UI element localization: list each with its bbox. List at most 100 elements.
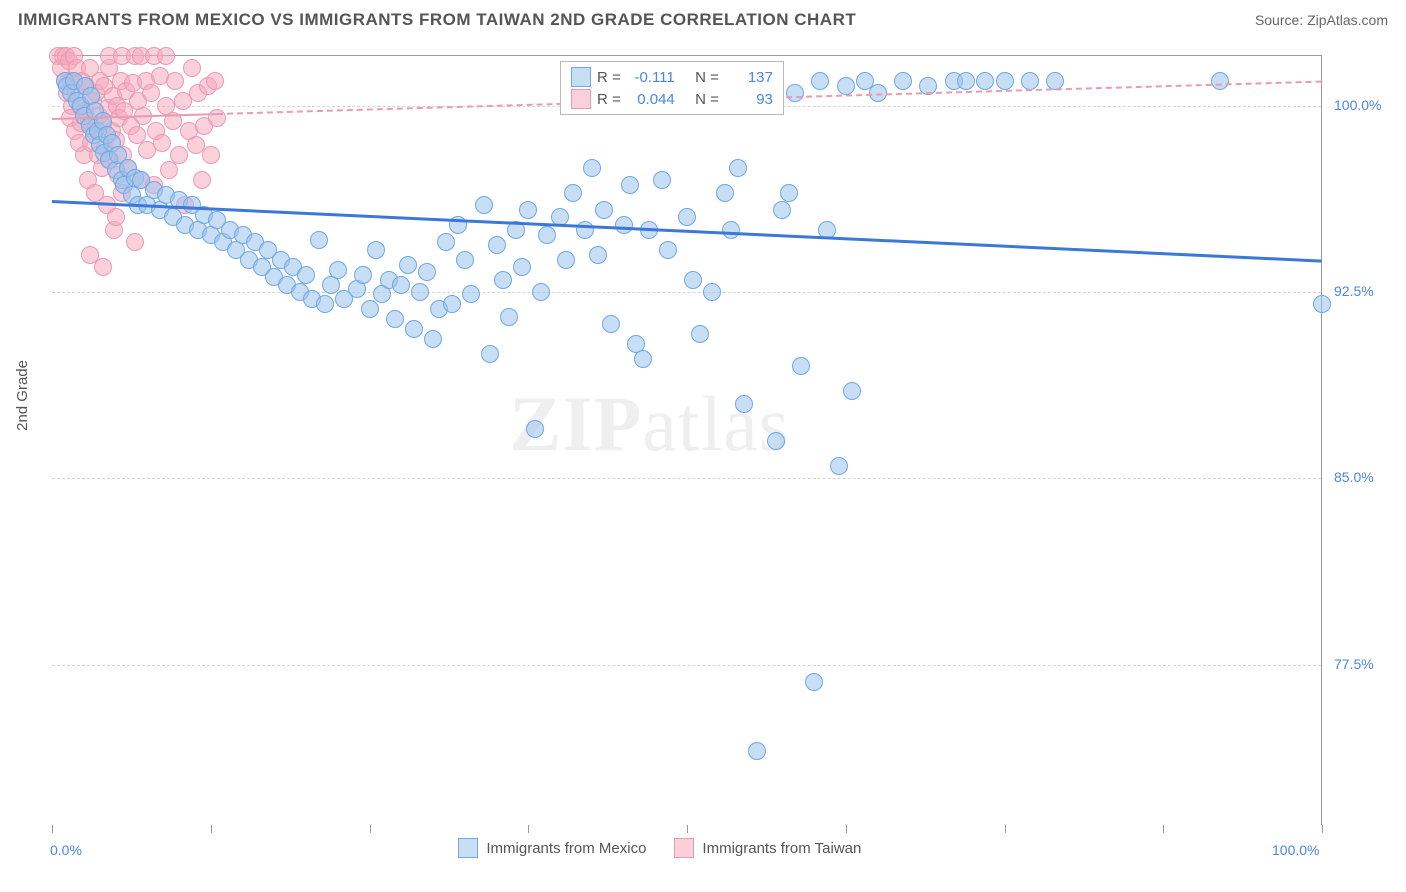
mexico-point xyxy=(684,271,702,289)
taiwan-point xyxy=(107,208,125,226)
mexico-point xyxy=(519,201,537,219)
mexico-point xyxy=(526,420,544,438)
mexico-swatch xyxy=(571,67,591,87)
mexico-point xyxy=(329,261,347,279)
mexico-point xyxy=(462,285,480,303)
chart-title: IMMIGRANTS FROM MEXICO VS IMMIGRANTS FRO… xyxy=(18,10,856,30)
taiwan-point xyxy=(126,233,144,251)
mexico-point xyxy=(996,72,1014,90)
legend-label: Immigrants from Taiwan xyxy=(702,840,861,857)
mexico-point xyxy=(481,345,499,363)
mexico-point xyxy=(456,251,474,269)
mexico-point xyxy=(830,457,848,475)
mexico-point xyxy=(494,271,512,289)
watermark: ZIPatlas xyxy=(509,379,790,469)
mexico-point xyxy=(354,266,372,284)
mexico-point xyxy=(1046,72,1064,90)
x-tick xyxy=(1005,825,1006,833)
y-tick-label: 85.0% xyxy=(1334,469,1374,485)
chart-source: Source: ZipAtlas.com xyxy=(1255,12,1388,28)
stats-row-mexico: R =-0.111 N =137 xyxy=(571,66,773,88)
mexico-point xyxy=(735,395,753,413)
stats-row-taiwan: R =0.044 N =93 xyxy=(571,88,773,110)
taiwan-point xyxy=(208,109,226,127)
taiwan-point xyxy=(183,59,201,77)
mexico-point xyxy=(399,256,417,274)
mexico-point xyxy=(976,72,994,90)
mexico-point xyxy=(1313,295,1331,313)
x-tick-label: 100.0% xyxy=(1272,842,1319,858)
legend-item-taiwan: Immigrants from Taiwan xyxy=(674,838,861,858)
mexico-point xyxy=(310,231,328,249)
mexico-point xyxy=(722,221,740,239)
r-label: R = xyxy=(597,91,621,108)
mexico-point xyxy=(488,236,506,254)
taiwan-point xyxy=(153,134,171,152)
series-legend: Immigrants from Mexico Immigrants from Ta… xyxy=(458,838,861,858)
mexico-point xyxy=(532,283,550,301)
mexico-point xyxy=(659,241,677,259)
mexico-point xyxy=(500,308,518,326)
x-tick xyxy=(211,825,212,833)
gridline xyxy=(52,478,1321,479)
mexico-point xyxy=(513,258,531,276)
mexico-point xyxy=(678,208,696,226)
r-value: 0.044 xyxy=(627,91,675,108)
taiwan-point xyxy=(206,72,224,90)
x-tick xyxy=(370,825,371,833)
mexico-point xyxy=(615,216,633,234)
mexico-point xyxy=(1021,72,1039,90)
mexico-point xyxy=(837,77,855,95)
mexico-point xyxy=(589,246,607,264)
mexico-point xyxy=(538,226,556,244)
x-tick xyxy=(52,825,53,833)
n-value: 137 xyxy=(725,69,773,86)
x-tick-label: 0.0% xyxy=(50,842,82,858)
mexico-point xyxy=(583,159,601,177)
taiwan-swatch xyxy=(571,89,591,109)
taiwan-point xyxy=(157,47,175,65)
mexico-point xyxy=(316,295,334,313)
mexico-point xyxy=(691,325,709,343)
mexico-point xyxy=(653,171,671,189)
taiwan-point xyxy=(193,171,211,189)
mexico-point xyxy=(361,300,379,318)
mexico-point xyxy=(557,251,575,269)
mexico-point xyxy=(805,673,823,691)
mexico-point xyxy=(386,310,404,328)
gridline xyxy=(52,665,1321,666)
mexico-swatch xyxy=(458,838,478,858)
mexico-point xyxy=(773,201,791,219)
mexico-point xyxy=(595,201,613,219)
y-tick-label: 77.5% xyxy=(1334,656,1374,672)
mexico-point xyxy=(716,184,734,202)
mexico-point xyxy=(748,742,766,760)
mexico-point xyxy=(811,72,829,90)
legend-label: Immigrants from Mexico xyxy=(486,840,646,857)
mexico-point xyxy=(564,184,582,202)
mexico-point xyxy=(621,176,639,194)
mexico-point xyxy=(703,283,721,301)
mexico-point xyxy=(437,233,455,251)
mexico-point xyxy=(780,184,798,202)
mexico-point xyxy=(843,382,861,400)
n-value: 93 xyxy=(725,91,773,108)
mexico-point xyxy=(957,72,975,90)
mexico-point xyxy=(576,221,594,239)
mexico-point xyxy=(792,357,810,375)
legend-item-mexico: Immigrants from Mexico xyxy=(458,838,646,858)
mexico-point xyxy=(424,330,442,348)
mexico-point xyxy=(392,276,410,294)
x-tick xyxy=(687,825,688,833)
mexico-point xyxy=(367,241,385,259)
y-tick-label: 92.5% xyxy=(1334,283,1374,299)
taiwan-point xyxy=(142,84,160,102)
mexico-point xyxy=(634,350,652,368)
mexico-point xyxy=(411,283,429,301)
taiwan-point xyxy=(166,72,184,90)
x-tick xyxy=(528,825,529,833)
mexico-point xyxy=(405,320,423,338)
mexico-point xyxy=(894,72,912,90)
taiwan-swatch xyxy=(674,838,694,858)
n-label: N = xyxy=(695,69,719,86)
